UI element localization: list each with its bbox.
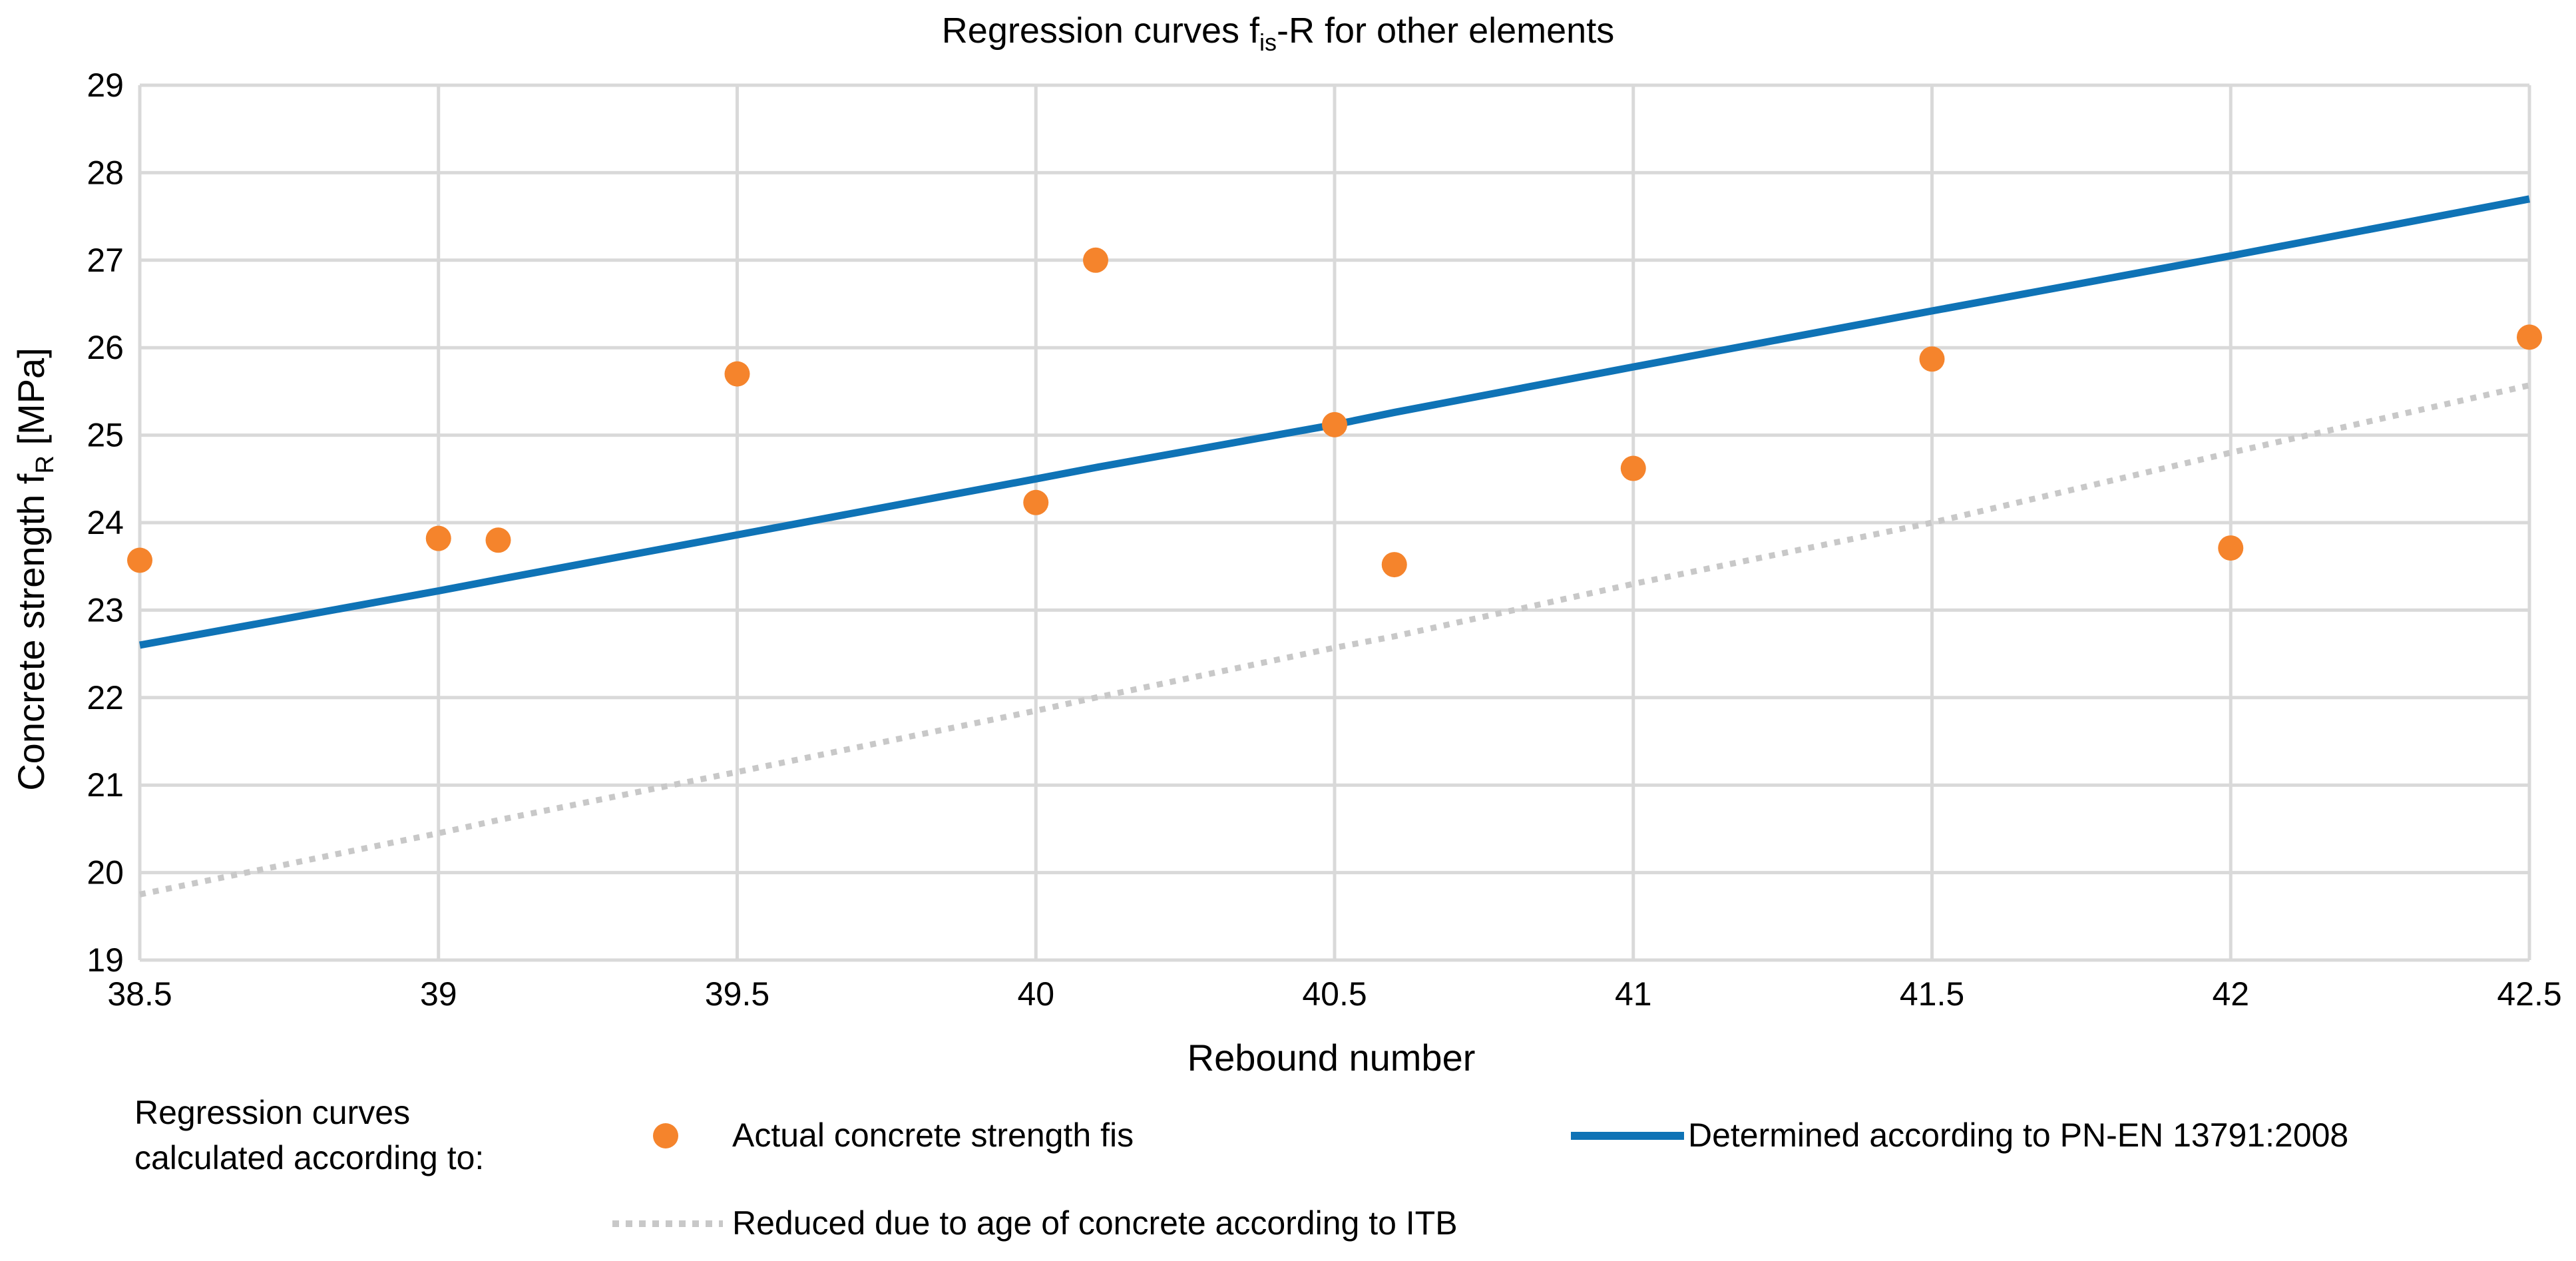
- y-tick-label: 24: [87, 504, 124, 541]
- data-point: [1919, 346, 1945, 372]
- x-tick-label: 40.5: [1302, 975, 1367, 1013]
- data-point: [2517, 324, 2542, 350]
- x-tick-label: 40: [1017, 975, 1054, 1013]
- x-gridlines: [138, 85, 2531, 960]
- y-tick-label: 28: [87, 154, 124, 191]
- series-line-itb: [139, 382, 2530, 897]
- data-point: [485, 527, 511, 553]
- data-point: [1023, 489, 1049, 515]
- legend-label-pn-en: Determined according to PN-EN 13791:2008: [1688, 1117, 2348, 1154]
- legend-marker-actual-strength: [653, 1123, 678, 1148]
- x-tick-label: 41.5: [1900, 975, 1964, 1013]
- x-tick-label: 39: [420, 975, 457, 1013]
- series-points: [127, 247, 2542, 578]
- y-tick-label: 19: [87, 941, 124, 979]
- data-point: [1322, 411, 1347, 437]
- legend: Regression curves calculated according t…: [134, 1094, 2348, 1242]
- data-point: [425, 525, 451, 551]
- y-tick-label: 20: [87, 854, 124, 891]
- y-tick-label: 21: [87, 766, 124, 804]
- y-axis-title: Concrete strength fR [MPa]: [10, 348, 59, 791]
- data-point: [127, 547, 152, 573]
- x-tick-labels: 38.5 39 39.5 40 40.5 41 41.5 42 42.5: [107, 975, 2561, 1013]
- legend-title-line2: calculated according to:: [134, 1139, 484, 1176]
- y-tick-label: 26: [87, 329, 124, 366]
- data-point: [2218, 535, 2244, 561]
- x-tick-label: 42: [2212, 975, 2249, 1013]
- chart-title: Regression curves fis-R for other elemen…: [942, 11, 1614, 56]
- x-tick-label: 38.5: [107, 975, 172, 1013]
- legend-label-actual-strength: Actual concrete strength fis: [732, 1117, 1134, 1154]
- y-tick-label: 25: [87, 417, 124, 454]
- y-tick-label: 27: [87, 242, 124, 279]
- series-line-pn-en: [139, 195, 2531, 649]
- y-tick-label: 22: [87, 679, 124, 716]
- y-tick-label: 23: [87, 591, 124, 629]
- x-tick-label: 39.5: [705, 975, 769, 1013]
- data-point: [1083, 247, 1108, 273]
- series-lines: [139, 195, 2531, 897]
- data-point: [724, 361, 750, 387]
- x-axis-title: Rebound number: [1187, 1037, 1476, 1079]
- x-tick-label: 41: [1615, 975, 1652, 1013]
- data-point: [1620, 455, 1646, 481]
- x-tick-label: 42.5: [2497, 975, 2561, 1013]
- data-point: [1381, 552, 1407, 578]
- y-tick-labels: 19 20 21 22 23 24 25 26 27 28 29: [87, 67, 124, 979]
- legend-title-line1: Regression curves: [134, 1094, 410, 1131]
- legend-label-itb: Reduced due to age of concrete according…: [732, 1204, 1458, 1242]
- y-tick-label: 29: [87, 67, 124, 104]
